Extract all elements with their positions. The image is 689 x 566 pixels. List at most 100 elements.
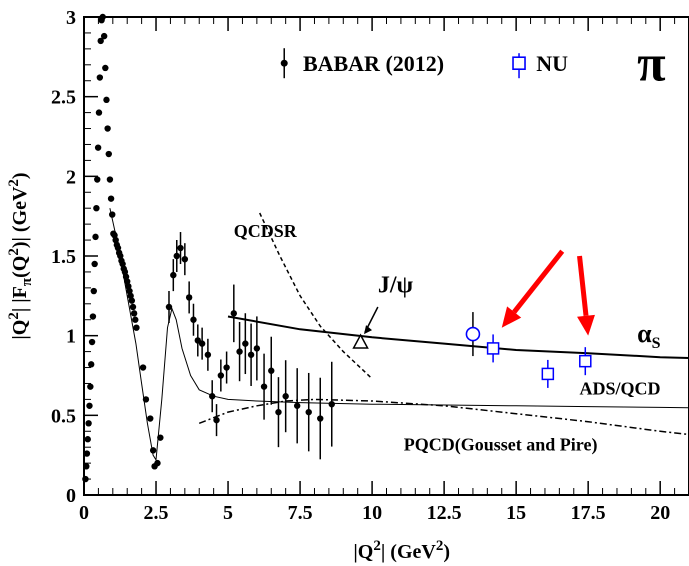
jpsi-label: J/ψ (378, 273, 414, 299)
babar-point (89, 313, 97, 320)
babar-point (230, 310, 238, 317)
babar-point (217, 372, 225, 379)
annotations: QCDSR J/ψ αS ADS/QCD PQCD(Gousset and Pire) π (234, 36, 666, 456)
babar-point (122, 273, 130, 280)
babar-point (96, 74, 104, 81)
nu-point (541, 367, 555, 381)
babar-point (268, 367, 275, 374)
ads-qcd-label: ADS/QCD (580, 379, 661, 399)
babar-point (253, 345, 261, 352)
babar-point (154, 459, 161, 467)
babar-point (185, 294, 193, 301)
babar-point (129, 303, 137, 311)
babar-point (223, 364, 230, 371)
babar-point (91, 260, 98, 268)
babar-point (126, 287, 133, 295)
y-tick-label: 3 (66, 7, 76, 29)
babar-point (94, 144, 102, 151)
babar-point (100, 32, 108, 40)
babar-point (93, 205, 100, 212)
babar-point (117, 252, 124, 260)
babar-point (87, 383, 94, 390)
babar-point (260, 383, 268, 390)
babar-point (142, 396, 150, 403)
babar-point (83, 450, 91, 457)
babar-point (190, 316, 197, 323)
babar-point (328, 400, 335, 408)
babar-point (157, 434, 164, 441)
qcdsr-label: QCDSR (234, 221, 298, 241)
legend-nu-marker (512, 56, 526, 71)
legend-babar-label: BABAR (2012) (303, 51, 444, 76)
babar-point (106, 176, 114, 183)
babar-point (125, 283, 132, 290)
babar-point (105, 150, 112, 158)
qcdsr-curve (259, 212, 373, 380)
red-arrow-head (501, 306, 522, 328)
babar-point (92, 233, 99, 241)
babar-point (119, 260, 126, 268)
pqcd-curve (198, 398, 689, 436)
theory-curves (109, 208, 689, 462)
babar-point (95, 109, 103, 116)
x-tick-label: 12.5 (427, 502, 462, 524)
babar-point (132, 316, 139, 323)
babar-point (127, 292, 134, 300)
babar-point (236, 348, 243, 355)
babar-point (128, 297, 136, 304)
legend-nu-label: NU (536, 51, 568, 76)
nu-point (486, 342, 500, 355)
babar-point (147, 415, 154, 422)
pqcd-label: PQCD(Gousset and Pire) (404, 434, 598, 455)
red-arrow-head (577, 314, 595, 336)
babar-point (213, 416, 220, 424)
babar-point (90, 287, 97, 295)
babar-point (114, 244, 122, 252)
y-tick-label: 2.5 (51, 87, 76, 109)
babar-point (84, 436, 91, 443)
y-tick-label: 0 (66, 485, 76, 507)
babar-point (109, 211, 116, 218)
babar-point (103, 96, 110, 104)
x-tick-label: 20 (650, 502, 670, 524)
babar-point (282, 393, 289, 400)
babar-point (293, 402, 301, 409)
babar-point (149, 447, 157, 454)
x-tick-label: 10 (362, 502, 382, 524)
x-tick-label: 2.5 (144, 502, 169, 524)
babar-point (209, 393, 216, 400)
babar-point (317, 415, 324, 422)
open-circle-point (465, 326, 481, 342)
y-axis-title: |Q2| |Fπ(Q2)| (GeV2) (6, 172, 35, 339)
nu-point (579, 354, 592, 368)
babar-point (102, 64, 109, 72)
babar-point (173, 252, 180, 260)
red-arrows (501, 249, 595, 336)
x-tick-label: 17.5 (571, 502, 606, 524)
jpsi-point (352, 333, 369, 349)
babar-point (170, 271, 177, 279)
babar-point (97, 37, 104, 45)
babar-point (104, 125, 111, 132)
babar-point (139, 364, 147, 371)
x-tick-label: 5 (223, 502, 233, 524)
babar-point (204, 351, 212, 358)
babar-point (181, 255, 189, 263)
babar-point (198, 340, 206, 347)
axes: 0 2.5 5 7.5 10 12.5 15 17.5 20 0 0.5 1 1.5 2 2.5 3 |Q2| … (6, 7, 689, 563)
jpsi-pointer-head (364, 325, 373, 335)
ads-qcd-curve (109, 208, 689, 462)
babar-point (130, 310, 138, 317)
babar-point (133, 324, 140, 331)
babar-point (112, 236, 119, 244)
red-arrow-shaft (577, 255, 589, 317)
red-arrow-shaft (512, 249, 565, 314)
pi-label: π (637, 36, 666, 93)
babar-point (165, 303, 173, 311)
alpha-s-curve (227, 315, 689, 359)
babar-point (94, 176, 101, 183)
x-tick-label: 7.5 (288, 502, 313, 524)
babar-point (88, 361, 95, 368)
x-axis-title: |Q2| (GeV2) (353, 538, 450, 563)
